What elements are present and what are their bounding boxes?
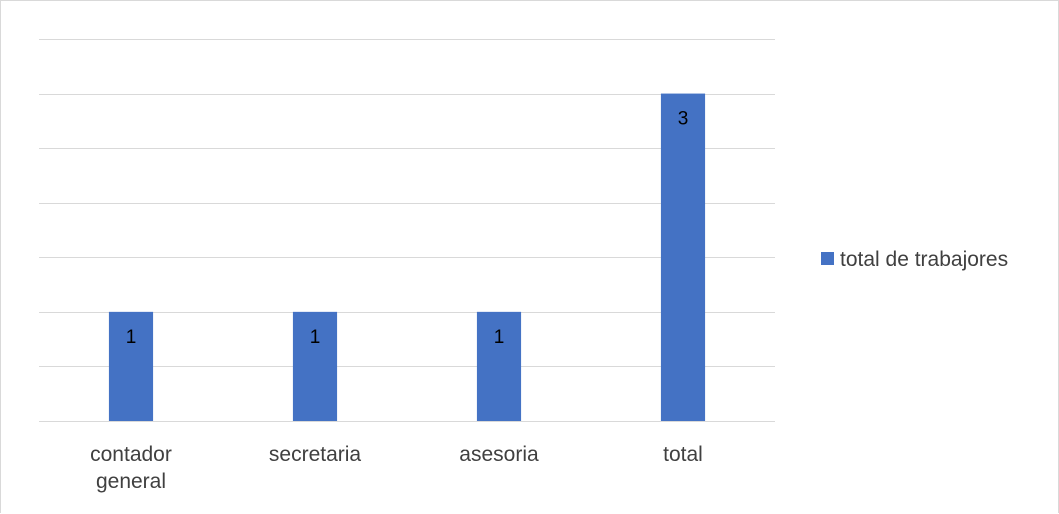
data-label: 1: [126, 327, 137, 348]
bar: [476, 311, 522, 421]
legend-swatch: [821, 252, 834, 265]
category-label: secretaria: [269, 443, 362, 466]
category-axis-labels: contador general secretaria asesoria total: [90, 443, 703, 493]
gridlines: [39, 39, 775, 422]
data-label: 1: [310, 327, 321, 348]
category-label: contador: [90, 443, 172, 466]
bar: [660, 93, 706, 422]
bar: [108, 311, 154, 421]
legend-label: total de trabajores: [840, 248, 1008, 271]
category-label: total: [663, 443, 703, 466]
data-label: 1: [494, 327, 505, 348]
bar-series: [108, 93, 706, 422]
bar: [292, 311, 338, 421]
legend: total de trabajores: [821, 248, 1008, 271]
category-label: asesoria: [459, 443, 539, 466]
data-label: 3: [678, 109, 689, 130]
data-labels: 1 1 1 3: [126, 109, 689, 348]
category-label: general: [96, 470, 166, 493]
